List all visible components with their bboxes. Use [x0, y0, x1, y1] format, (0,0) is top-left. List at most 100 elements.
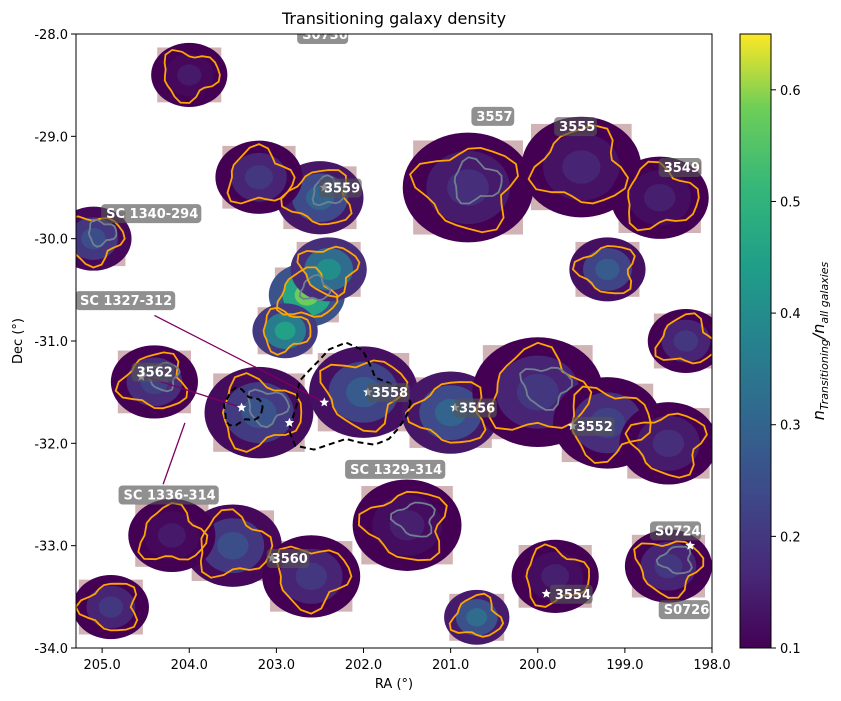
y-tick-label-5: -33.0 — [34, 540, 68, 555]
x-axis-label: RA (°) — [375, 677, 413, 692]
contour-orange-12 — [221, 372, 303, 453]
connector-line-0 — [154, 314, 325, 403]
x-tick-label-0: 205.0 — [84, 658, 121, 673]
label-box-7 — [131, 362, 175, 382]
cluster-label-11: SC 1329-314 — [350, 463, 442, 478]
colorbar-label-sep: /n — [809, 324, 828, 342]
cbar-tick-label-1: 0.2 — [780, 530, 801, 545]
contour-slate-0 — [298, 274, 332, 301]
contour-orange-24 — [633, 540, 705, 599]
density-peak-21 — [389, 509, 425, 541]
contour-slate-12 — [247, 388, 291, 429]
density-peak-23 — [541, 564, 570, 589]
density-peak-24 — [654, 553, 683, 579]
density-peak-2 — [316, 258, 341, 281]
x-tick-label-6: 199.0 — [606, 658, 643, 673]
density-peak-26 — [157, 523, 186, 548]
label-box-6 — [76, 291, 176, 311]
colorbar-label-sub2: all galaxies — [818, 261, 831, 323]
colorbar-label: nTransitioning/nall galaxies — [809, 261, 831, 420]
label-box-15 — [549, 584, 593, 604]
density-peak-20 — [295, 562, 327, 591]
cluster-label-0: S0736 — [302, 28, 348, 43]
contour-orange-11 — [654, 312, 712, 365]
star-marker-9 — [541, 588, 552, 598]
label-box-2 — [554, 117, 597, 137]
label-box-13 — [650, 521, 702, 541]
cluster-label-2: 3555 — [559, 120, 595, 135]
cluster-label-16: S0726 — [664, 603, 710, 618]
y-tick-label-1: -29.0 — [34, 130, 68, 145]
x-tick-label-5: 200.0 — [519, 658, 556, 673]
contour-orange-8 — [627, 160, 700, 232]
cluster-label-13: S0724 — [655, 524, 701, 539]
contour-layer — [76, 48, 712, 638]
plot-area: S0736 3557 3555 3549 3559 SC 1340-294 SC 1327-… — [76, 28, 712, 648]
density-peak-6 — [447, 169, 489, 206]
contour-orange-20 — [275, 545, 353, 615]
density-peak-22 — [466, 608, 488, 627]
density-peak-5 — [177, 64, 202, 86]
cluster-label-1: 3557 — [476, 110, 512, 125]
contour-orange-4 — [226, 143, 296, 205]
cluster-label-3: 3549 — [664, 161, 700, 176]
y-tick-label-0: -28.0 — [34, 28, 68, 43]
contour-slate-15 — [519, 366, 573, 411]
density-peak-8 — [644, 184, 676, 212]
density-peak-11 — [673, 330, 699, 352]
cluster-label-9: 3556 — [459, 402, 495, 417]
cluster-label-14: 3560 — [272, 552, 308, 567]
label-box-16 — [658, 600, 710, 620]
density-peak-7 — [562, 150, 601, 184]
label-box-4 — [318, 178, 362, 198]
label-box-14 — [266, 548, 310, 568]
star-marker-5 — [236, 402, 247, 412]
contour-slate-21 — [389, 501, 436, 538]
y-tick-label-4: -32.0 — [34, 437, 68, 452]
contour-slate-6 — [453, 156, 503, 205]
y-tick-label-2: -30.0 — [34, 233, 68, 248]
contour-orange-5 — [163, 48, 221, 104]
contour-orange-14 — [404, 381, 487, 444]
cluster-label-5: SC 1340-294 — [106, 207, 198, 222]
connector-layer — [145, 314, 325, 485]
density-peak-10 — [595, 258, 620, 281]
connector-line-2 — [162, 422, 186, 485]
contour-orange-26 — [137, 502, 209, 561]
contour-orange-10 — [571, 245, 636, 295]
cluster-label-4: 3559 — [324, 182, 360, 197]
contour-slate-9 — [87, 218, 118, 248]
contour-orange-0 — [275, 266, 339, 318]
cbar-tick-label-3: 0.4 — [780, 307, 801, 322]
y-axis-label: Dec (°) — [11, 318, 26, 364]
contour-orange-18 — [114, 351, 189, 410]
density-peak-4 — [245, 165, 273, 190]
x-tick-label-1: 204.0 — [171, 658, 208, 673]
density-peak-9 — [81, 227, 106, 250]
y-tick-label-3: -31.0 — [34, 335, 68, 350]
contour-orange-22 — [448, 592, 505, 638]
x-tick-label-2: 203.0 — [258, 658, 295, 673]
cluster-label-8: 3558 — [372, 386, 408, 401]
y-tick-label-6: -34.0 — [34, 642, 68, 657]
x-tick-label-4: 201.0 — [432, 658, 469, 673]
contour-orange-7 — [527, 124, 629, 205]
density-peak-17 — [652, 429, 685, 458]
colorbar: 0.1 0.2 0.3 0.4 0.5 0.6 nTransitioning/nall g… — [739, 33, 831, 657]
contour-orange-15 — [487, 341, 593, 431]
density-peak-1 — [274, 321, 296, 340]
density-peak-15 — [516, 373, 559, 411]
contour-orange-1 — [262, 306, 312, 356]
colorbar-label-sub1: Transitioning — [818, 339, 831, 410]
cbar-tick-label-0: 0.1 — [780, 642, 801, 657]
cluster-label-10: 3552 — [577, 420, 613, 435]
label-box-0 — [297, 34, 349, 44]
contour-orange-6 — [409, 146, 519, 234]
label-box-9 — [453, 398, 497, 418]
contour-orange-17 — [624, 412, 708, 479]
contour-orange-13 — [319, 359, 409, 433]
star-marker-7 — [284, 417, 295, 427]
x-axis: 205.0 204.0 203.0 202.0 201.0 200.0 199.0 198.0 — [84, 648, 731, 673]
density-peak-25 — [98, 596, 124, 618]
